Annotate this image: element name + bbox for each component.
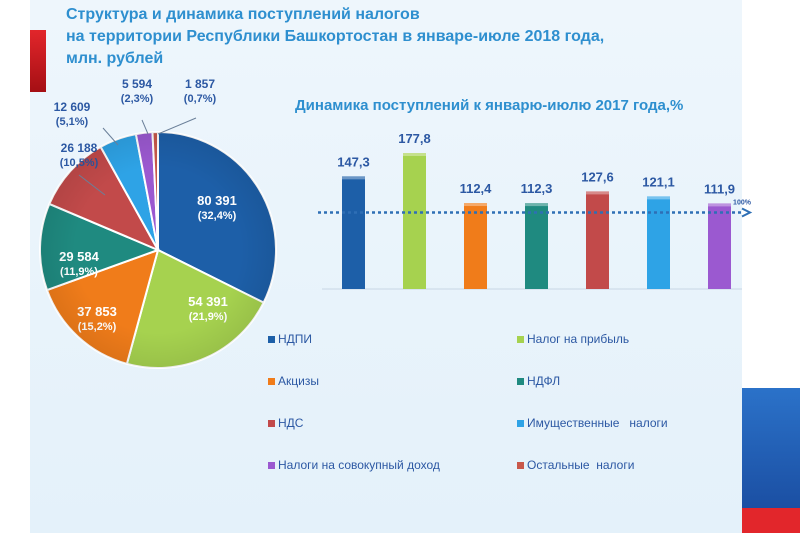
reference-line-label: 100%	[733, 200, 752, 207]
bar-value-label: 112,4	[460, 181, 493, 196]
pie-value-label: 5 594	[122, 77, 152, 91]
pie-percent-label: (0,7%)	[184, 93, 217, 105]
pie-shading	[40, 132, 276, 368]
pie-value-label: 12 609	[54, 100, 91, 114]
bar	[586, 191, 609, 289]
pie-value-label: 26 188	[61, 141, 98, 155]
bar-highlight	[403, 153, 426, 156]
bar-value-label: 177,8	[398, 131, 431, 146]
pie-chart: 80 391(32,4%)54 391(21,9%)37 853(15,2%)2…	[39, 77, 277, 369]
bar-highlight	[708, 203, 731, 207]
bar-chart: 147,3 177,8 112,4 112,3 127,6 121,1 111,9 100%	[318, 131, 753, 290]
pie-leader-line	[102, 127, 119, 146]
bar-highlight	[342, 176, 365, 180]
bar-value-label: 127,6	[581, 169, 614, 184]
bar	[708, 203, 731, 289]
bar-highlight	[586, 191, 609, 195]
bar-chart-title: Динамика поступлений к январю-июлю 2017 …	[295, 97, 684, 114]
pie-leader-line	[157, 117, 197, 135]
bar-value-label: 147,3	[337, 154, 370, 169]
bar-highlight	[525, 203, 548, 207]
pie-leader-line	[78, 174, 106, 196]
pie-leader-line	[141, 119, 149, 135]
red-accent-strip	[30, 30, 46, 92]
bar-highlight	[647, 196, 670, 200]
title-line-2: на территории Республики Башкортостан в …	[66, 28, 605, 45]
bar-highlight	[464, 203, 487, 207]
title-line-1: Структура и динамика поступлений налогов	[66, 6, 420, 23]
bar	[342, 176, 365, 289]
bar	[647, 196, 670, 289]
blue-corner-block	[742, 388, 800, 508]
title-line-3: млн. рублей	[66, 50, 164, 67]
pie-percent-label: (2,3%)	[121, 93, 154, 105]
pie-percent-label: (5,1%)	[56, 116, 89, 128]
pie-value-label: 1 857	[185, 77, 215, 91]
red-corner-block	[742, 508, 800, 533]
bar	[403, 153, 426, 289]
bar-value-label: 121,1	[642, 174, 675, 189]
page-title: Структура и динамика поступлений налогов…	[66, 4, 706, 70]
bar-value-label: 111,9	[704, 181, 735, 196]
bar	[525, 203, 548, 289]
reference-arrow-icon	[741, 207, 753, 218]
bar-value-label: 112,3	[521, 181, 553, 196]
bar	[464, 203, 487, 289]
